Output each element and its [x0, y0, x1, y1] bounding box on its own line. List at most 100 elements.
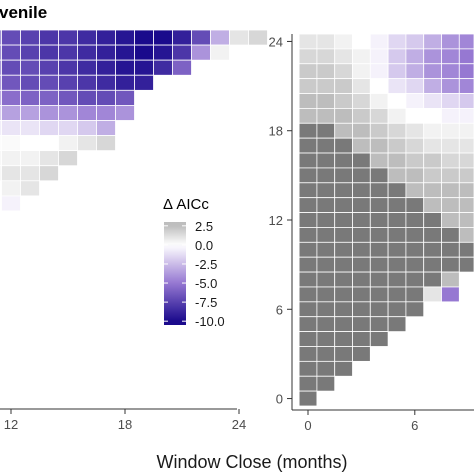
right-heatmap-cell — [369, 63, 389, 80]
right-heatmap-cell — [316, 152, 336, 169]
right-heatmap-cell — [423, 137, 442, 154]
right-heatmap-cell — [441, 256, 460, 273]
right-heatmap-cell — [369, 167, 389, 184]
right-heatmap-cell — [387, 286, 407, 303]
right-heatmap-cell — [405, 197, 425, 213]
right-heatmap-cell — [405, 212, 425, 228]
left-heatmap-cell — [58, 44, 78, 61]
right-heatmap-cell — [423, 33, 442, 50]
right-heatmap-cell — [298, 227, 318, 243]
right-heatmap-cell — [441, 63, 460, 80]
left-heatmap-cell — [115, 29, 135, 46]
right-heatmap-cell — [405, 271, 425, 288]
right-heatmap-cell — [316, 33, 336, 50]
legend-tick-label: -10.0 — [195, 314, 225, 329]
left-heatmap-cell — [115, 74, 135, 91]
right-heatmap-cell — [441, 241, 460, 258]
right-heatmap-cell — [387, 182, 407, 199]
right-heatmap-cell — [441, 197, 460, 213]
left-heatmap-cell — [77, 59, 97, 76]
right-heatmap-cell — [423, 241, 442, 258]
left-heatmap-cell — [20, 120, 40, 136]
right-heatmap-cell — [423, 256, 442, 273]
left-heatmap-cell — [1, 59, 21, 76]
left-heatmap-cell — [134, 29, 154, 46]
right-heatmap-cell — [458, 212, 474, 228]
left-heatmap-cell — [39, 150, 59, 167]
right-heatmap-cell — [352, 167, 371, 184]
right-heatmap-cell — [352, 137, 371, 154]
right-heatmap-cell — [458, 241, 474, 258]
legend-title: Δ AICc — [163, 196, 209, 213]
right-heatmap-cell — [369, 241, 389, 258]
right-heatmap-cell — [387, 301, 407, 318]
right-heatmap-cell — [458, 152, 474, 169]
left-heatmap-cell — [39, 59, 59, 76]
left-heatmap-cell — [20, 44, 40, 61]
right-heatmap-cell — [458, 137, 474, 154]
right-heatmap-cell — [458, 93, 474, 109]
left-heatmap-cell — [58, 120, 78, 136]
right-heatmap-cell — [316, 93, 336, 109]
right-heatmap-cell — [441, 212, 460, 228]
right-heatmap-cell — [441, 167, 460, 184]
right-heatmap-cell — [352, 108, 371, 124]
right-heatmap-cell — [298, 63, 318, 80]
left-heatmap-cell — [20, 74, 40, 91]
left-heatmap-cell — [1, 180, 21, 197]
right-heatmap-cell — [458, 78, 474, 94]
left-heatmap-cell — [58, 150, 78, 167]
right-heatmap-cell — [369, 33, 389, 50]
right-heatmap-cell — [334, 360, 353, 377]
right-heatmap-cell — [334, 331, 353, 347]
right-heatmap-cell — [369, 301, 389, 318]
right-heatmap-cell — [334, 167, 353, 184]
left-heatmap-cell — [20, 165, 40, 182]
right-heatmap-cell — [423, 167, 442, 184]
left-heatmap-cell — [20, 150, 40, 167]
left-heatmap-cell — [77, 135, 97, 152]
left-x-tick-label: 24 — [232, 417, 246, 432]
right-heatmap-cell — [316, 197, 336, 213]
right-heatmap-cell — [369, 93, 389, 109]
left-heatmap-cell — [39, 105, 59, 121]
left-heatmap-cell — [172, 44, 192, 61]
right-heatmap-cell — [369, 316, 389, 333]
right-heatmap-cell — [334, 182, 353, 199]
left-heatmap-cell — [96, 29, 116, 46]
right-heatmap-cell — [458, 122, 474, 139]
right-heatmap-cell — [316, 316, 336, 333]
left-panel-title: venile — [0, 3, 47, 22]
right-heatmap-cell — [405, 167, 425, 184]
right-heatmap-cell — [369, 137, 389, 154]
right-heatmap-cell — [423, 108, 442, 124]
right-heatmap-cell — [316, 182, 336, 199]
left-heatmap-cell — [39, 44, 59, 61]
right-heatmap-cell — [458, 48, 474, 65]
right-heatmap-cell — [298, 152, 318, 169]
right-heatmap-cell — [369, 212, 389, 228]
right-heatmap-cell — [423, 182, 442, 199]
left-heatmap-cell — [210, 44, 230, 61]
right-heatmap-cell — [334, 271, 353, 288]
legend-tick-label: -7.5 — [195, 295, 217, 310]
right-heatmap-cell — [369, 122, 389, 139]
right-heatmap-cell — [387, 33, 407, 50]
right-heatmap-cell — [316, 346, 336, 362]
left-heatmap-cell — [115, 105, 135, 121]
left-heatmap-cell — [191, 29, 211, 46]
right-heatmap-cell — [423, 122, 442, 139]
left-heatmap-cell — [20, 180, 40, 197]
legend: Δ AICc 2.5 0.0 -2.5 -5.0 -7.5 -10.0 — [163, 196, 225, 329]
left-heatmap-cell — [134, 74, 154, 91]
right-heatmap-cell — [387, 63, 407, 80]
right-heatmap-cell — [316, 108, 336, 124]
left-heatmap-cell — [1, 44, 21, 61]
right-heatmap-cell — [405, 286, 425, 303]
right-heatmap-cell — [441, 78, 460, 94]
left-heatmap-cell — [1, 89, 21, 106]
right-heatmap-cell — [352, 271, 371, 288]
right-heatmap-cell — [352, 33, 371, 50]
left-heatmap-cell — [39, 29, 59, 46]
left-heatmap-cell — [77, 120, 97, 136]
